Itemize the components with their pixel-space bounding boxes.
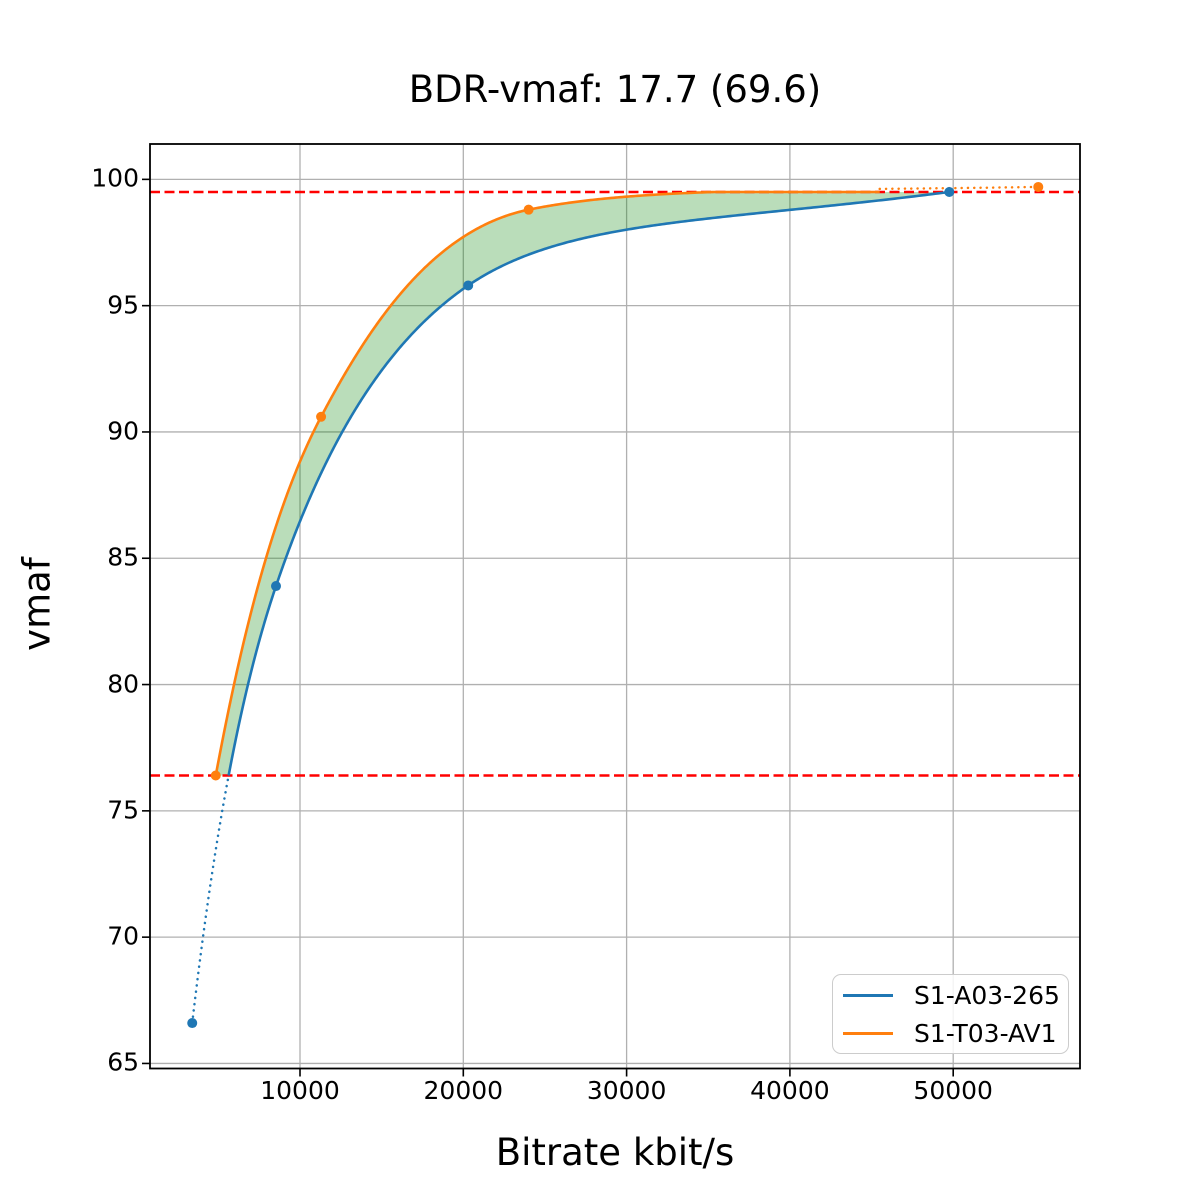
y-tick-label: 70 (107, 921, 139, 951)
legend-label: S1-T03-AV1 (914, 1018, 1057, 1048)
y-tick-label: 95 (107, 289, 139, 319)
y-tick-label: 75 (107, 795, 139, 825)
y-tick-label: 90 (107, 416, 139, 446)
legend-line-swatch-orange (843, 1031, 893, 1035)
legend-line-swatch-blue (843, 993, 893, 997)
x-tick-label: 30000 (586, 1076, 667, 1105)
y-tick-label: 100 (91, 163, 139, 193)
legend-entry-s1-t03-av1: S1-T03-AV1 (833, 1014, 1068, 1052)
x-axis-label: Bitrate kbit/s (495, 1131, 735, 1174)
x-tick-label: 40000 (750, 1076, 830, 1105)
x-tick-label: 10000 (260, 1076, 340, 1105)
y-tick-label: 65 (107, 1047, 139, 1077)
x-tick-label: 20000 (423, 1076, 504, 1105)
x-tick-label: 50000 (913, 1076, 993, 1105)
chart-title: BDR-vmaf: 17.7 (69.6) (408, 68, 822, 111)
legend-label: S1-A03-265 (914, 980, 1060, 1010)
legend: S1-A03-265 S1-T03-AV1 (832, 974, 1069, 1054)
y-tick-label: 85 (107, 542, 139, 572)
y-tick-label: 80 (107, 668, 139, 698)
legend-entry-s1-a03-265: S1-A03-265 (833, 976, 1068, 1014)
